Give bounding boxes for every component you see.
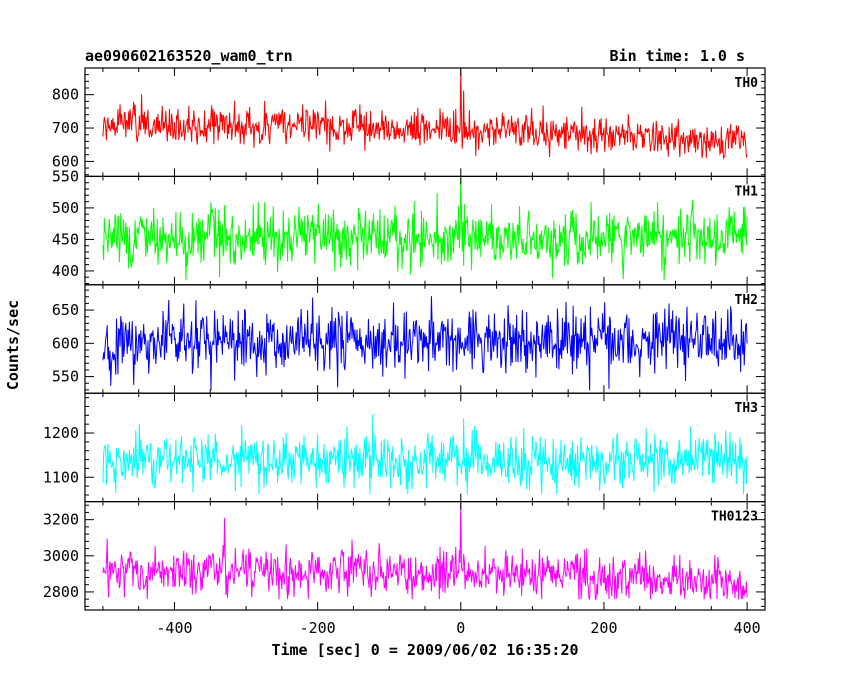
series-th2 (102, 296, 748, 391)
y-tick-label: 550 (52, 167, 79, 185)
y-tick-label: 1200 (43, 424, 79, 442)
y-tick-label: 3000 (43, 547, 79, 565)
panel-th1: 400 450 500 550 TH1 (52, 167, 766, 286)
y-tick-label: 800 (52, 86, 79, 104)
panel-th2: 550 600 650 TH2 (52, 284, 766, 394)
panel-label: TH0123 (711, 510, 758, 525)
panel-th3: 1100 1200 TH3 (43, 392, 766, 503)
y-tick-label: 550 (52, 368, 79, 386)
y-tick-label: 500 (52, 199, 79, 217)
x-tick-label: -200 (300, 619, 336, 637)
panel-label: TH3 (735, 401, 758, 416)
x-axis: -400 -200 0 200 400 (156, 619, 760, 637)
x-axis-label: Time [sec] 0 = 2009/06/02 16:35:20 (271, 641, 578, 659)
panel-th0: 600 700 800 TH0 (52, 67, 766, 178)
y-tick-label: 400 (52, 262, 79, 280)
series-th0123 (102, 501, 748, 601)
panel-label: TH1 (735, 184, 759, 199)
y-tick-label: 2800 (43, 583, 79, 601)
y-tick-label: 3200 (43, 511, 79, 529)
x-tick-label: 400 (734, 619, 761, 637)
panel-label: TH0 (735, 76, 759, 91)
x-tick-label: 0 (456, 619, 465, 637)
bin-time-label: Bin time: 1.0 s (610, 47, 745, 65)
x-tick-label: -400 (156, 619, 192, 637)
panel-th0123: 2800 3000 3200 TH0123 (43, 501, 766, 611)
series-th3 (102, 413, 748, 495)
y-tick-label: 600 (52, 334, 79, 352)
panel-label: TH2 (735, 293, 758, 308)
series-th0 (102, 68, 748, 160)
y-tick-label: 650 (52, 301, 79, 319)
y-tick-label: 700 (52, 119, 79, 137)
x-tick-label: 200 (590, 619, 617, 637)
y-tick-label: 450 (52, 230, 79, 248)
y-axis-label: Counts/sec (4, 300, 22, 390)
y-tick-label: 600 (52, 152, 79, 170)
panels-group: 600700800TH0400450500550TH1550600650TH21… (43, 67, 766, 611)
y-tick-label: 1100 (43, 468, 79, 486)
series-th1 (102, 176, 748, 281)
chart-title: ae090602163520_wam0_trn (85, 47, 293, 65)
